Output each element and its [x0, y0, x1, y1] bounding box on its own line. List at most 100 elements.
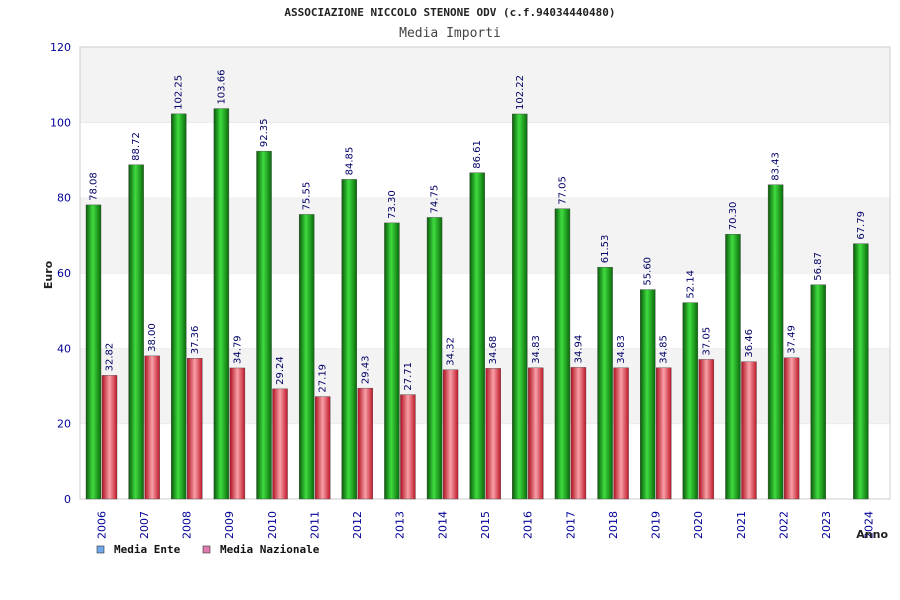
- data-label-ente: 70.30: [728, 202, 739, 231]
- x-tick-label: 2014: [436, 511, 449, 539]
- data-label-nazionale: 37.36: [190, 326, 201, 355]
- x-tick-label: 2021: [735, 511, 748, 539]
- bar-media-nazionale: [144, 355, 160, 500]
- bar-media-nazionale: [187, 358, 203, 500]
- y-tick-label: 80: [57, 192, 71, 205]
- data-label-ente: 56.87: [813, 252, 824, 281]
- bar-media-nazionale: [528, 367, 544, 500]
- bar-media-ente: [85, 204, 102, 500]
- y-tick-label: 0: [64, 493, 71, 506]
- bar-media-ente: [640, 289, 656, 500]
- bar-media-ente: [512, 113, 528, 500]
- data-label-ente: 55.60: [643, 257, 654, 286]
- data-label-ente: 92.35: [259, 119, 270, 148]
- data-label-nazionale: 36.46: [744, 329, 755, 358]
- bar-media-nazionale: [229, 367, 246, 500]
- data-label-ente: 83.43: [771, 152, 782, 181]
- data-label-ente: 102.25: [174, 75, 185, 110]
- bar-media-nazionale: [698, 359, 715, 500]
- bar-media-ente: [597, 267, 613, 500]
- data-label-ente: 84.85: [344, 147, 355, 176]
- x-axis-label: Anno: [856, 528, 888, 541]
- x-tick-label: 2011: [308, 511, 321, 539]
- legend-swatch-nazionale: [202, 545, 211, 554]
- data-label-nazionale: 37.49: [787, 325, 798, 354]
- bar-media-ente: [128, 164, 144, 500]
- data-label-ente: 88.72: [131, 132, 142, 161]
- data-label-ente: 86.61: [472, 140, 483, 169]
- x-tick-label: 2008: [181, 511, 194, 539]
- x-tick-label: 2006: [95, 511, 108, 539]
- data-label-nazionale: 34.83: [531, 335, 542, 364]
- bar-media-nazionale: [400, 394, 416, 500]
- bar-media-ente: [426, 217, 443, 500]
- bar-media-nazionale: [272, 388, 288, 500]
- grid-band: [80, 47, 890, 123]
- plot-area-border: [79, 46, 891, 500]
- y-tick-label: 120: [50, 41, 71, 54]
- x-axis-ticks: 2006 2007 2008 2009 2010 2011 2012 2013 2014 2015…: [95, 511, 875, 539]
- data-label-ente: 102.22: [515, 75, 526, 110]
- bar-series: 78.08 32.82 88.72 38.00 102.25 37.36 103.66 34.…: [85, 70, 869, 500]
- bar-media-ente: [298, 214, 315, 500]
- bar-media-nazionale: [101, 375, 118, 500]
- bar-media-ente: [682, 302, 699, 500]
- x-tick-label: 2015: [479, 511, 492, 539]
- data-label-ente: 103.66: [216, 70, 227, 105]
- bar-media-ente: [171, 113, 187, 500]
- data-label-ente: 75.55: [302, 182, 313, 211]
- data-label-nazionale: 34.79: [232, 335, 243, 364]
- x-tick-label: 2007: [138, 511, 151, 539]
- bar-media-ente: [256, 150, 272, 500]
- x-tick-label: 2023: [820, 511, 833, 539]
- bar-media-nazionale: [613, 367, 629, 500]
- data-label-nazionale: 27.71: [403, 362, 414, 391]
- x-tick-label: 2013: [394, 511, 407, 539]
- bar-media-ente: [213, 108, 230, 500]
- data-label-nazionale: 34.83: [616, 335, 627, 364]
- bar-media-nazionale: [357, 387, 373, 500]
- bar-media-nazionale: [656, 367, 672, 500]
- bar-media-nazionale: [485, 368, 501, 500]
- data-label-ente: 67.79: [856, 211, 867, 240]
- y-axis-ticks: 0 20 40 60 80 100 120: [50, 41, 71, 506]
- x-tick-label: 2019: [650, 511, 663, 539]
- data-label-nazionale: 38.00: [147, 323, 158, 352]
- y-axis-label: Euro: [42, 260, 55, 289]
- bar-media-nazionale: [783, 357, 800, 500]
- data-label-nazionale: 34.68: [488, 336, 499, 365]
- y-tick-label: 60: [57, 267, 71, 280]
- x-tick-label: 2022: [777, 511, 790, 539]
- legend-swatch-ente: [96, 545, 105, 554]
- data-label-ente: 74.75: [430, 185, 441, 214]
- bar-media-nazionale: [442, 369, 459, 500]
- data-label-ente: 52.14: [685, 270, 696, 299]
- chart-title: ASSOCIAZIONE NICCOLO STENONE ODV (c.f.94…: [284, 6, 615, 19]
- bar-media-ente: [767, 184, 784, 500]
- data-label-ente: 78.08: [89, 172, 100, 201]
- y-tick-label: 100: [50, 116, 71, 129]
- data-label-nazionale: 29.24: [275, 356, 286, 385]
- bar-media-ente: [384, 222, 400, 500]
- data-label-nazionale: 34.85: [659, 335, 670, 364]
- bar-media-ente: [853, 243, 869, 500]
- x-tick-label: 2012: [351, 511, 364, 539]
- y-tick-label: 20: [57, 418, 71, 431]
- data-label-nazionale: 34.94: [573, 335, 584, 364]
- y-tick-label: 40: [57, 342, 71, 355]
- bar-media-ente: [554, 208, 571, 500]
- x-tick-label: 2018: [607, 511, 620, 539]
- legend-label-ente: Media Ente: [114, 543, 181, 556]
- data-label-ente: 61.53: [600, 235, 611, 264]
- bar-media-ente: [810, 284, 826, 500]
- data-label-ente: 73.30: [387, 190, 398, 219]
- chart-subtitle: Media Importi: [399, 26, 501, 41]
- data-label-ente: 77.05: [557, 176, 568, 205]
- x-tick-label: 2017: [564, 511, 577, 539]
- x-tick-label: 2020: [692, 511, 705, 539]
- x-tick-label: 2016: [522, 511, 535, 539]
- data-label-nazionale: 34.32: [446, 337, 457, 366]
- x-tick-label: 2009: [223, 511, 236, 539]
- x-tick-label: 2024: [863, 511, 876, 539]
